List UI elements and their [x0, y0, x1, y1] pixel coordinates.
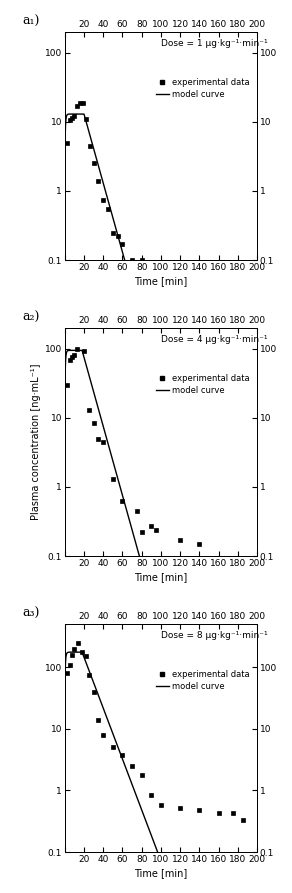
X-axis label: Time [min]: Time [min] — [134, 276, 187, 286]
Text: a₃): a₃) — [22, 606, 40, 620]
Text: Dose = 4 μg·kg⁻¹·min⁻¹: Dose = 4 μg·kg⁻¹·min⁻¹ — [161, 335, 267, 344]
X-axis label: Time [min]: Time [min] — [134, 868, 187, 878]
X-axis label: Time [min]: Time [min] — [134, 572, 187, 582]
Y-axis label: Plasma concentration [ng·mL⁻¹]: Plasma concentration [ng·mL⁻¹] — [31, 363, 41, 521]
Legend: experimental data, model curve: experimental data, model curve — [153, 667, 253, 694]
Legend: experimental data, model curve: experimental data, model curve — [153, 371, 253, 398]
Text: Dose = 8 μg·kg⁻¹·min⁻¹: Dose = 8 μg·kg⁻¹·min⁻¹ — [161, 630, 267, 640]
Legend: experimental data, model curve: experimental data, model curve — [153, 75, 253, 102]
Text: Dose = 1 μg·kg⁻¹·min⁻¹: Dose = 1 μg·kg⁻¹·min⁻¹ — [161, 39, 267, 48]
Text: a₁): a₁) — [22, 14, 40, 28]
Text: a₂): a₂) — [22, 311, 40, 323]
